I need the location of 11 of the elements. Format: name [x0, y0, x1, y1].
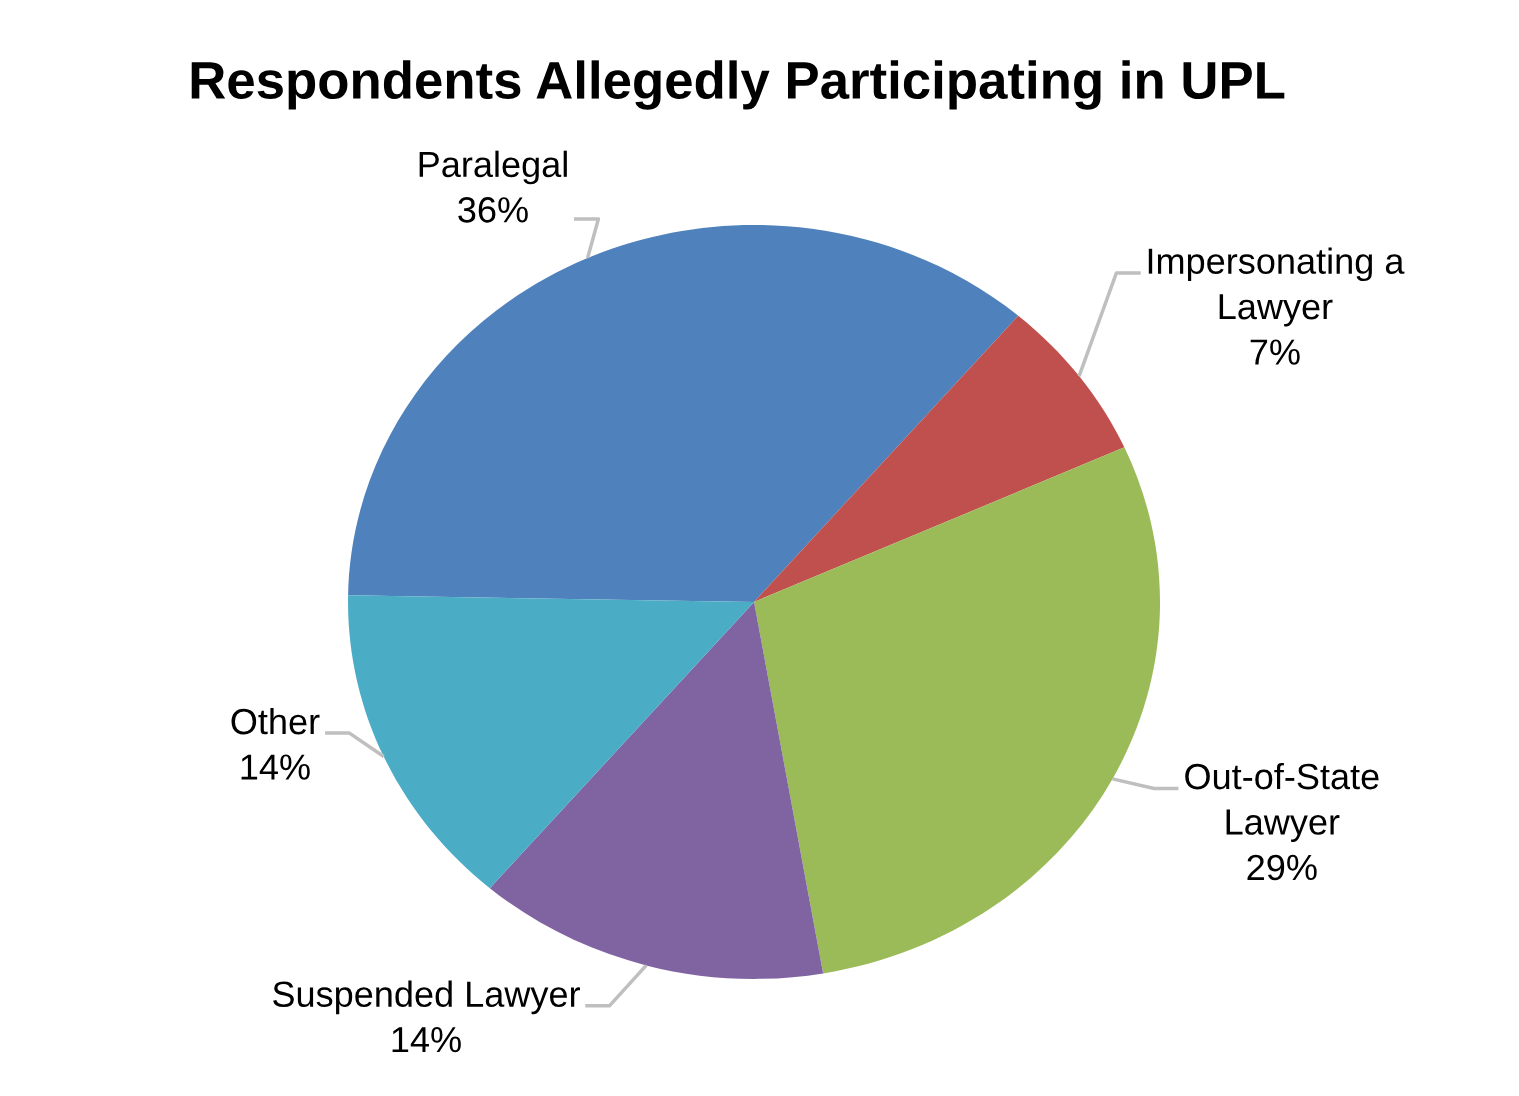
data-label: 14% — [241, 754, 310, 780]
slice-label: Impersonating a Lawyer — [1148, 247, 1405, 327]
data-label: 14% — [392, 1027, 461, 1053]
slice-label: Out-of-State Lawyer — [1185, 762, 1379, 842]
data-label: 7% — [1250, 339, 1300, 365]
slice-label: Other — [231, 707, 320, 735]
data-label: 36% — [458, 197, 528, 223]
slice-label: Paralegal — [419, 150, 567, 185]
slice-label: Suspended Lawyer — [273, 980, 580, 1015]
chart-title: Respondents Allegedly Participating in UPL — [191, 60, 1285, 110]
data-label: 29% — [1247, 854, 1317, 881]
